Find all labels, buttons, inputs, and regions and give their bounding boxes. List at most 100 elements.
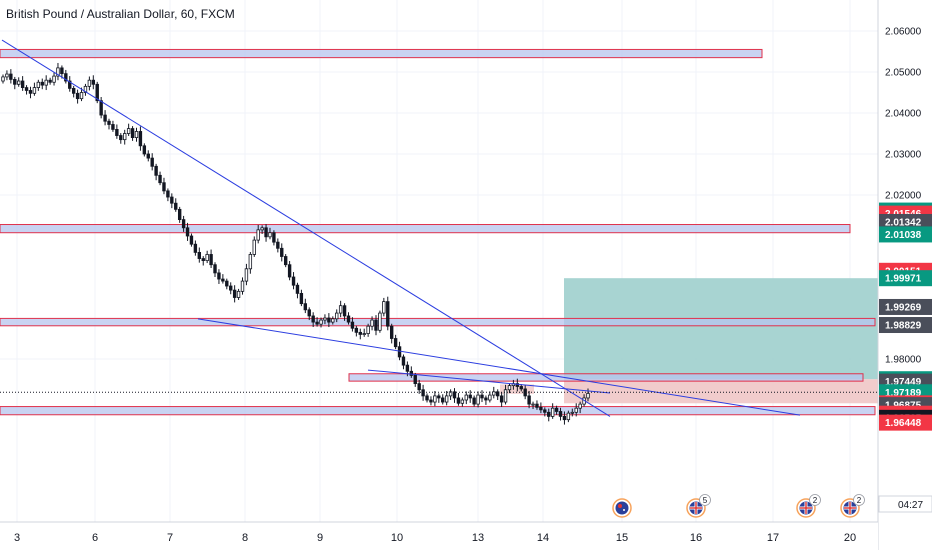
candle-body [205,254,209,261]
trendline[interactable] [1,39,611,417]
candle-body [32,87,37,94]
candle-body [193,243,198,253]
au-flag-icon[interactable] [612,498,632,518]
candle-body [452,391,457,399]
candle-body [550,407,555,417]
candle-body [299,292,304,305]
candle-body [503,389,508,403]
candle-body [287,264,292,278]
candle-body [36,81,41,88]
candle-body [464,394,468,401]
candle-body [52,75,56,83]
candle-body [307,309,311,317]
candle-body [346,315,351,323]
candle-body [64,73,68,82]
candle-body [527,395,531,405]
candle-body [507,385,512,391]
candle-body [138,131,143,147]
y-tick-label: 2.05000 [885,68,922,79]
time-scale[interactable] [0,522,878,550]
candle-body [338,305,343,314]
candle-body [244,268,249,282]
candle-body [221,278,225,282]
candle-body [413,374,417,384]
candle-body [158,174,162,184]
event-count-label: 5 [703,496,708,505]
candle-body [586,393,590,399]
horizontal-zone[interactable] [0,224,851,234]
candle-body [429,399,433,403]
uk-flag-icon[interactable]: 2 [840,494,865,518]
event-count-label: 2 [813,496,818,505]
candle-body [472,397,476,405]
candle-body [134,131,139,138]
candle-body [405,364,410,372]
stop-loss-zone[interactable] [564,379,878,404]
candle-body [162,182,166,192]
y-tick-label: 2.04000 [885,109,922,120]
horizontal-zone[interactable] [0,406,876,416]
candle-body [444,395,449,403]
candles [1,62,590,425]
candle-body [83,85,88,93]
candle-body [315,321,319,325]
trendline[interactable] [197,318,801,416]
candle-body [115,128,119,136]
candle-body [17,80,21,85]
candle-body [99,100,103,116]
candle-body [484,397,488,401]
candle-body [378,312,382,331]
x-tick-label: 14 [537,532,549,544]
candle-body [393,338,398,348]
trendline[interactable] [367,369,611,394]
candle-body [197,251,202,259]
candle-body [566,412,571,421]
uk-flag-icon[interactable]: 2 [796,494,821,518]
x-tick-label: 20 [844,532,856,544]
candle-body [9,73,13,80]
y-tick-label: 2.02000 [885,191,922,202]
candle-body [499,395,504,403]
candle-body [280,247,284,257]
grid [0,0,878,522]
x-tick-label: 7 [167,532,173,544]
uk-flag-icon[interactable]: 5 [686,494,711,518]
candle-body [492,391,496,396]
candle-body [554,407,559,412]
candle-body [327,317,331,323]
candle-body [276,241,280,249]
candle-body [574,407,578,413]
candle-body [166,190,170,198]
candle-body [389,325,394,339]
candle-body [295,284,300,294]
candle-body [409,370,414,376]
candle-body [441,397,445,403]
candle-body [570,411,574,414]
candle-body [40,81,44,86]
countdown-label: 04:27 [898,500,923,511]
price-badge: 1.98829 [879,317,932,334]
y-tick-label: 2.03000 [885,150,922,161]
candle-body [323,317,327,321]
candle-body [543,409,547,413]
profit-target-zone[interactable] [564,278,878,380]
candle-body [264,227,268,238]
event-count-badge [699,494,711,506]
candle-body [142,145,147,155]
candle-body [366,325,370,334]
horizontal-zone[interactable] [0,48,763,59]
candle-body [68,80,72,89]
candle-body [103,114,107,122]
candle-body [248,254,253,270]
horizontal-zone[interactable] [348,373,864,382]
candle-body [382,301,386,314]
horizontal-zone[interactable] [0,317,876,327]
candle-body [515,383,520,387]
candle-body [495,391,500,397]
candle-body [91,79,96,85]
price-badge-label: 1.97449 [885,377,922,388]
candle-body [217,272,221,280]
candle-body [146,153,150,159]
candle-body [311,315,315,323]
